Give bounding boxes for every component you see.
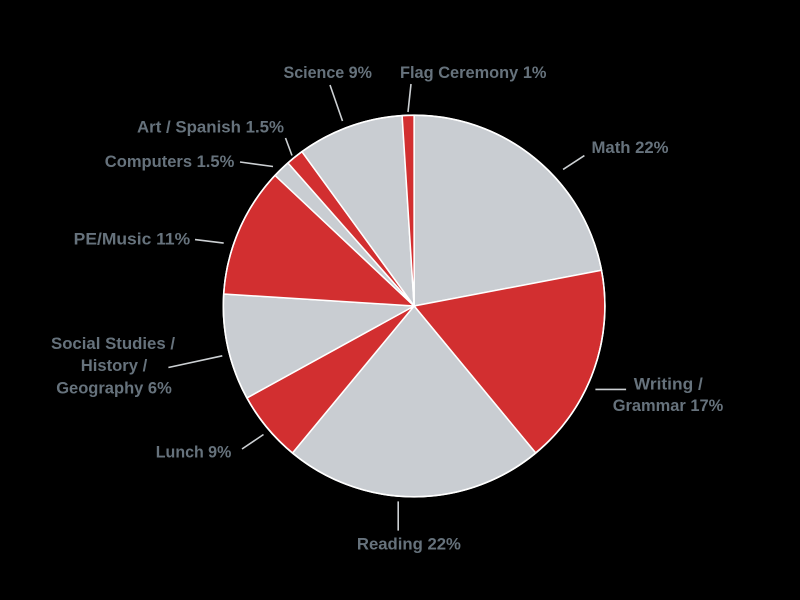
svg-text:Social Studies /: Social Studies / <box>51 334 175 353</box>
svg-text:PE/Music 11%: PE/Music 11% <box>74 229 191 248</box>
svg-text:Flag Ceremony 1%: Flag Ceremony 1% <box>400 63 547 82</box>
svg-text:History /: History / <box>81 356 148 375</box>
svg-text:Geography 6%: Geography 6% <box>56 378 172 397</box>
svg-text:Science 9%: Science 9% <box>284 63 372 82</box>
svg-text:Writing /: Writing / <box>634 374 703 393</box>
svg-text:Reading 22%: Reading 22% <box>357 534 461 553</box>
svg-text:Grammar 17%: Grammar 17% <box>613 396 724 415</box>
svg-text:Lunch 9%: Lunch 9% <box>156 443 232 462</box>
svg-text:Math 22%: Math 22% <box>592 138 669 157</box>
svg-text:Art / Spanish 1.5%: Art / Spanish 1.5% <box>137 117 284 136</box>
svg-text:Computers 1.5%: Computers 1.5% <box>105 152 235 171</box>
